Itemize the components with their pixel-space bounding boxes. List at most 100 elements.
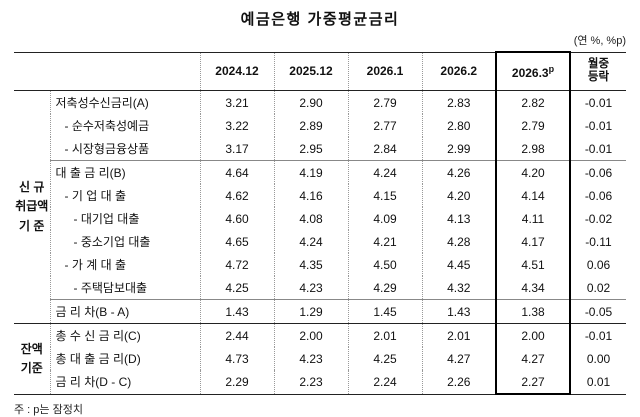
table-row: - 가 계 대 출 4.72 4.35 4.50 4.45 4.51 0.06 [14, 253, 626, 276]
rate-value: 4.15 [347, 184, 422, 207]
rate-value: 2.24 [347, 370, 422, 394]
rate-value: 4.17 [495, 230, 571, 253]
monthly-change-value: -0.05 [569, 299, 626, 324]
monthly-change-value: -0.01 [569, 114, 626, 137]
rate-value: 4.09 [347, 207, 422, 230]
rate-value: 4.20 [421, 184, 496, 207]
rate-value: 1.45 [347, 299, 422, 324]
rate-value: 4.11 [495, 207, 571, 230]
rate-value: 2.00 [495, 323, 571, 347]
rate-value: 1.29 [273, 299, 348, 324]
rate-value: 4.27 [495, 347, 571, 370]
rate-value: 2.29 [199, 370, 274, 394]
rate-value: 4.24 [273, 230, 348, 253]
rate-value: 4.26 [421, 160, 496, 184]
rate-value: 2.77 [347, 114, 422, 137]
table-row: - 중소기업 대출 4.65 4.24 4.21 4.28 4.17 -0.11 [14, 230, 626, 253]
rate-value: 4.20 [495, 160, 571, 184]
rate-value: 2.90 [273, 90, 348, 114]
rate-value: 4.64 [199, 160, 274, 184]
table-body-new-loans-basis: 신 규 취급액 기 준 저축성수신금리(A) 3.21 2.90 2.79 2.83 2.82-… [14, 90, 626, 324]
rate-value: 2.79 [347, 90, 422, 114]
row-label: 저축성수신금리(A) [49, 90, 200, 114]
rate-value: 1.43 [199, 299, 274, 324]
rate-value: 4.27 [421, 347, 496, 370]
monthly-change-value: -0.06 [569, 184, 626, 207]
rate-value: 4.45 [421, 253, 496, 276]
row-label: 금 리 차(B - A) [49, 299, 200, 324]
rate-value: 4.23 [273, 276, 348, 300]
table-row: - 주택담보대출 4.25 4.23 4.29 4.32 4.34 0.02 [14, 276, 626, 300]
rate-value: 1.38 [495, 299, 571, 324]
rate-value: 2.80 [421, 114, 496, 137]
rate-value: 2.26 [421, 370, 496, 394]
rate-value: 4.34 [495, 276, 571, 300]
change-col-line2: 등락 [587, 71, 610, 84]
monthly-change-value: -0.01 [569, 90, 626, 114]
table-row: 금 리 차(B - A) 1.43 1.29 1.45 1.43 1.38 -0.05 [14, 299, 626, 324]
rate-value: 4.62 [199, 184, 274, 207]
rate-value: 2.79 [495, 114, 571, 137]
rate-value: 2.83 [421, 90, 496, 114]
header-row: 2024.12 2025.12 2026.1 2026.2 2026.3p 월중… [14, 51, 626, 91]
monthly-change-value: -0.11 [569, 230, 626, 253]
page-title: 예금은행 가중평균금리 [240, 11, 400, 28]
row-label: - 주택담보대출 [49, 276, 200, 300]
table-row: 신 규 취급액 기 준 저축성수신금리(A) 3.21 2.90 2.79 2.83 2.82-… [14, 90, 626, 233]
row-label: - 중소기업 대출 [49, 230, 200, 253]
col-header-2026-3-provisional: 2026.3p [495, 51, 571, 91]
rate-value: 4.72 [199, 253, 274, 276]
rate-value: 4.50 [347, 253, 422, 276]
group-label-line: 잔액 [20, 341, 43, 356]
rate-value: 2.89 [273, 114, 348, 137]
rate-value: 3.22 [199, 114, 274, 137]
row-label: - 가 계 대 출 [49, 253, 200, 276]
group-label-line: 기 준 [19, 218, 45, 233]
table-row: 금 리 차(D - C) 2.29 2.23 2.24 2.26 2.27 0.01 [14, 370, 626, 395]
provisional-marker: p [548, 63, 555, 74]
rate-value: 4.14 [495, 184, 571, 207]
rate-value: 2.01 [421, 323, 496, 347]
col-header-2026-2: 2026.2 [421, 52, 496, 91]
rate-value: 4.65 [199, 230, 274, 253]
row-label: 대 출 금 리(B) [49, 160, 200, 184]
monthly-change-value: 0.01 [569, 370, 626, 394]
row-label: - 대기업 대출 [49, 207, 200, 230]
table-body-balance-basis: 잔액 기준 총 수 신 금 리(C) 2.44 2.00 2.01 2.01 2.00 -0.0… [14, 323, 626, 395]
col-header-2024-12: 2024.12 [199, 52, 274, 91]
rate-value: 1.43 [421, 299, 496, 324]
monthly-change-value: -0.01 [569, 323, 626, 347]
table-header: 2024.12 2025.12 2026.1 2026.2 2026.3p 월중… [14, 51, 626, 91]
col-header-monthly-change: 월중 등락 [569, 52, 626, 91]
table-row: 총 대 출 금 리(D) 4.73 4.23 4.25 4.27 4.27 0.00 [14, 347, 626, 370]
row-label: - 기 업 대 출 [49, 184, 200, 207]
monthly-change-value: -0.06 [569, 160, 626, 184]
monthly-change-value: -0.02 [569, 207, 626, 230]
rate-value: 4.16 [273, 184, 348, 207]
rate-value: 4.28 [421, 230, 496, 253]
rate-value: 2.82 [495, 90, 571, 114]
rate-value: 4.21 [347, 230, 422, 253]
rate-value: 4.25 [347, 347, 422, 370]
rate-value: 4.32 [421, 276, 496, 300]
rate-value: 4.25 [199, 276, 274, 300]
group-label-line: 기준 [20, 360, 43, 375]
rate-value: 4.29 [347, 276, 422, 300]
footnote: 주 : p는 잠정치 [14, 404, 83, 416]
row-label: 총 대 출 금 리(D) [49, 347, 200, 370]
rate-value: 4.13 [421, 207, 496, 230]
rate-value: 2.00 [273, 323, 348, 347]
rate-value: 3.21 [199, 90, 274, 114]
unit-note: (연 %, %p) [573, 35, 626, 47]
table-row: - 시장형금융상품 3.17 2.95 2.84 2.99 2.98 -0.01 [14, 137, 626, 161]
col-header-2025-12: 2025.12 [273, 52, 348, 91]
row-label: - 순수저축성예금 [49, 114, 200, 137]
corner-cell [14, 52, 200, 91]
table-row: - 대기업 대출 4.60 4.08 4.09 4.13 4.11 -0.02 [14, 207, 626, 230]
rate-value: 2.99 [421, 137, 496, 161]
rate-value: 4.19 [273, 160, 348, 184]
rate-value: 2.84 [347, 137, 422, 161]
change-col-line1: 월중 [587, 58, 610, 71]
col-header-2026-1: 2026.1 [347, 52, 422, 91]
